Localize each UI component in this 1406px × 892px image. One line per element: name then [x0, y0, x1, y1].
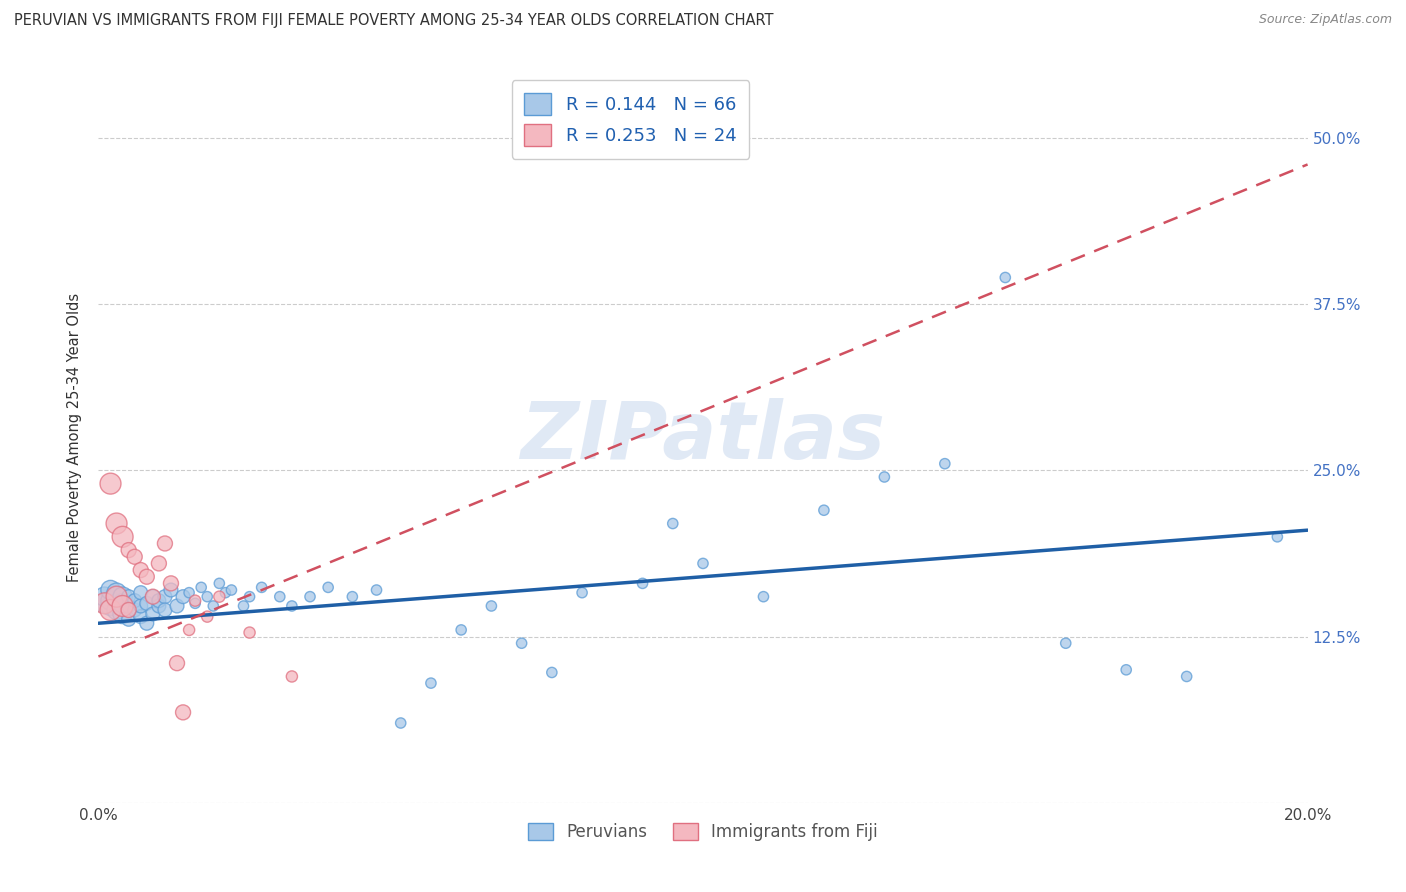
Point — [100, 476, 122, 491]
Point — [129, 599, 152, 613]
Point — [1115, 663, 1137, 677]
Point — [129, 563, 152, 577]
Point — [166, 656, 188, 670]
Point — [752, 590, 775, 604]
Point — [105, 516, 128, 531]
Point — [389, 716, 412, 731]
Point — [450, 623, 472, 637]
Point — [214, 585, 236, 599]
Point — [269, 590, 291, 604]
Point — [631, 576, 654, 591]
Point — [172, 706, 194, 720]
Point — [195, 609, 218, 624]
Legend: Peruvians, Immigrants from Fiji: Peruvians, Immigrants from Fiji — [520, 814, 886, 849]
Point — [184, 596, 207, 610]
Point — [195, 590, 218, 604]
Point — [571, 585, 593, 599]
Point — [540, 665, 562, 680]
Point — [135, 616, 157, 631]
Point — [142, 590, 165, 604]
Point — [179, 623, 201, 637]
Point — [208, 590, 231, 604]
Point — [118, 599, 141, 613]
Point — [124, 593, 146, 607]
Point — [124, 603, 146, 617]
Point — [366, 582, 388, 597]
Point — [420, 676, 443, 690]
Point — [166, 599, 188, 613]
Point — [1267, 530, 1289, 544]
Point — [118, 603, 141, 617]
Point — [111, 599, 134, 613]
Point — [93, 596, 115, 610]
Point — [153, 603, 176, 617]
Text: PERUVIAN VS IMMIGRANTS FROM FIJI FEMALE POVERTY AMONG 25-34 YEAR OLDS CORRELATIO: PERUVIAN VS IMMIGRANTS FROM FIJI FEMALE … — [14, 13, 773, 29]
Point — [184, 593, 207, 607]
Point — [105, 590, 128, 604]
Point — [100, 593, 122, 607]
Point — [1054, 636, 1077, 650]
Point — [93, 590, 115, 604]
Point — [118, 612, 141, 626]
Point — [148, 557, 170, 571]
Point — [111, 607, 134, 621]
Point — [208, 576, 231, 591]
Point — [111, 530, 134, 544]
Point — [111, 590, 134, 604]
Point — [135, 596, 157, 610]
Point — [135, 570, 157, 584]
Point — [692, 557, 714, 571]
Point — [221, 582, 243, 597]
Point — [172, 590, 194, 604]
Text: ZIPatlas: ZIPatlas — [520, 398, 886, 476]
Point — [160, 582, 183, 597]
Point — [934, 457, 956, 471]
Point — [232, 599, 254, 613]
Point — [813, 503, 835, 517]
Point — [202, 599, 225, 613]
Point — [118, 590, 141, 604]
Point — [124, 549, 146, 564]
Point — [105, 585, 128, 599]
Point — [105, 590, 128, 604]
Point — [100, 582, 122, 597]
Point — [873, 470, 896, 484]
Point — [250, 580, 273, 594]
Point — [142, 607, 165, 621]
Point — [105, 603, 128, 617]
Point — [239, 625, 262, 640]
Point — [153, 536, 176, 550]
Point — [100, 599, 122, 613]
Text: Source: ZipAtlas.com: Source: ZipAtlas.com — [1258, 13, 1392, 27]
Point — [281, 669, 304, 683]
Point — [118, 543, 141, 558]
Point — [994, 270, 1017, 285]
Point — [93, 596, 115, 610]
Point — [129, 609, 152, 624]
Point — [179, 585, 201, 599]
Point — [281, 599, 304, 613]
Point — [481, 599, 503, 613]
Point — [100, 603, 122, 617]
Point — [1175, 669, 1198, 683]
Point — [148, 599, 170, 613]
Point — [129, 585, 152, 599]
Point — [510, 636, 533, 650]
Point — [111, 596, 134, 610]
Y-axis label: Female Poverty Among 25-34 Year Olds: Female Poverty Among 25-34 Year Olds — [67, 293, 83, 582]
Point — [661, 516, 683, 531]
Point — [342, 590, 364, 604]
Point — [190, 580, 212, 594]
Point — [142, 590, 165, 604]
Point — [160, 576, 183, 591]
Point — [153, 590, 176, 604]
Point — [299, 590, 322, 604]
Point — [316, 580, 339, 594]
Point — [148, 593, 170, 607]
Point — [239, 590, 262, 604]
